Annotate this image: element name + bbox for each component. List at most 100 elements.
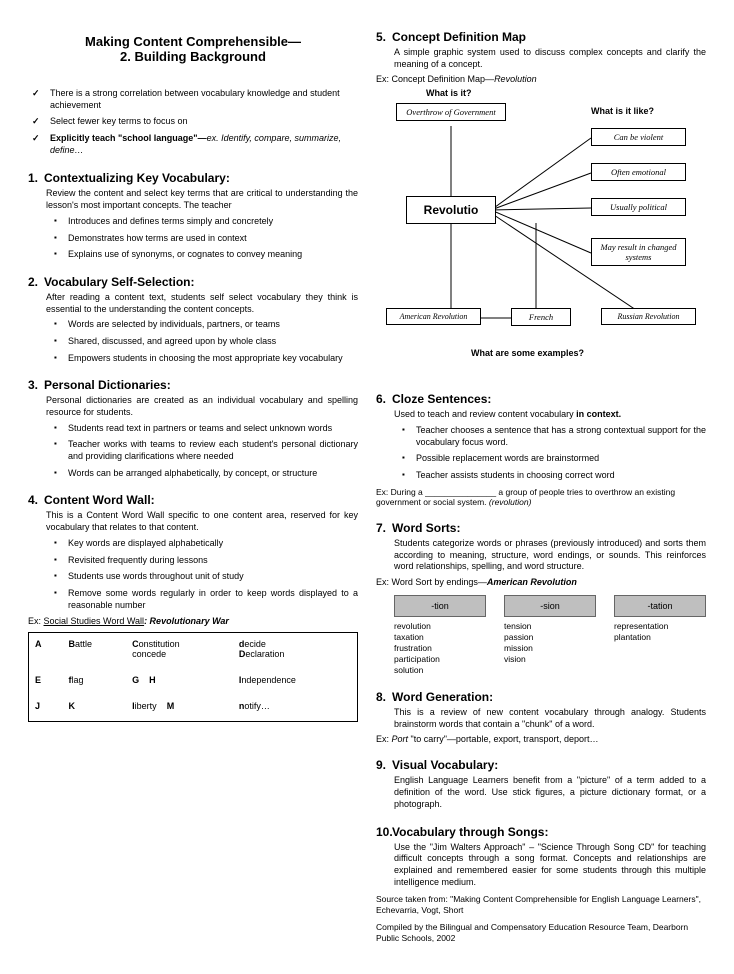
- cell: liberty M: [126, 695, 233, 722]
- sec8-ex: Ex: Port "to carry"—portable, export, tr…: [376, 734, 706, 744]
- title-line2: 2. Building Background: [28, 49, 358, 64]
- list-item: Teacher assists students in choosing cor…: [402, 470, 706, 482]
- concept-map: What is it? What is it like? Overthrow o…: [376, 88, 706, 378]
- left-col: Making Content Comprehensible— 2. Buildi…: [28, 30, 358, 944]
- list-item: Explains use of synonyms, or cognates to…: [54, 249, 358, 261]
- map-q3: What are some examples?: [471, 348, 584, 358]
- check-item: Select fewer key terms to focus on: [32, 116, 358, 128]
- sec7-body: Students categorize words or phrases (pr…: [394, 538, 706, 573]
- ws-col: revolutiontaxationfrustrationparticipati…: [394, 621, 486, 676]
- table-row: E flag G H Independence: [29, 669, 358, 695]
- sec10-body: Use the "Jim Walters Approach" – "Scienc…: [394, 842, 706, 889]
- sec9-body: English Language Learners benefit from a…: [394, 775, 706, 810]
- sec2-body: After reading a content text, students s…: [46, 292, 358, 315]
- sec4-list: Key words are displayed alphabetically R…: [54, 538, 358, 611]
- cell: J: [29, 695, 63, 722]
- list-item: Introduces and defines terms simply and …: [54, 216, 358, 228]
- sec2-title: Vocabulary Self-Selection:: [44, 275, 195, 289]
- list-item: Words are selected by individuals, partn…: [54, 319, 358, 331]
- source2: Compiled by the Bilingual and Compensato…: [376, 922, 706, 944]
- sec8-body: This is a review of new content vocabula…: [394, 707, 706, 730]
- list-item: Teacher works with teams to review each …: [54, 439, 358, 462]
- sec3-head: 3.Personal Dictionaries:: [28, 378, 358, 392]
- sec4-head: 4.Content Word Wall:: [28, 493, 358, 507]
- list-item: Demonstrates how terms are used in conte…: [54, 233, 358, 245]
- sec8-title: Word Generation:: [392, 690, 493, 704]
- sec1-title: Contextualizing Key Vocabulary:: [44, 171, 230, 185]
- ex-underline: Social Studies Word Wall: [44, 616, 145, 626]
- cell: K: [63, 695, 127, 722]
- sec7-title: Word Sorts:: [392, 521, 460, 535]
- sec2-head: 2.Vocabulary Self-Selection:: [28, 275, 358, 289]
- sec1-body: Review the content and select key terms …: [46, 188, 358, 211]
- sec6-list: Teacher chooses a sentence that has a st…: [402, 425, 706, 482]
- word-wall-table: A Battle Constitutionconcede decideDecla…: [28, 632, 358, 722]
- sec1-head: 1.Contextualizing Key Vocabulary:: [28, 171, 358, 185]
- sec5-title: Concept Definition Map: [392, 30, 526, 44]
- sec4-title: Content Word Wall:: [44, 493, 155, 507]
- sec3-list: Students read text in partners or teams …: [54, 423, 358, 480]
- sec3-body: Personal dictionaries are created as an …: [46, 395, 358, 418]
- wordsort-heads: -tion -sion -tation: [394, 595, 706, 617]
- map-b1: American Revolution: [386, 308, 481, 325]
- sec2-list: Words are selected by individuals, partn…: [54, 319, 358, 364]
- map-top: Overthrow of Government: [396, 103, 506, 121]
- table-row: J K liberty M notify…: [29, 695, 358, 722]
- sec4-body: This is a Content Word Wall specific to …: [46, 510, 358, 533]
- title-line1: Making Content Comprehensible—: [28, 34, 358, 49]
- list-item: Students read text in partners or teams …: [54, 423, 358, 435]
- sec7-head: 7.Word Sorts:: [376, 521, 706, 535]
- wordsort-cols: revolutiontaxationfrustrationparticipati…: [394, 621, 706, 676]
- list-item: Key words are displayed alphabetically: [54, 538, 358, 550]
- list-item: Remove some words regularly in order to …: [54, 588, 358, 611]
- title-box: Making Content Comprehensible— 2. Buildi…: [28, 30, 358, 68]
- sec6-head: 6.Cloze Sentences:: [376, 392, 706, 406]
- check-item: There is a strong correlation between vo…: [32, 88, 358, 111]
- cell: G H: [126, 669, 233, 695]
- ws-head: -tation: [614, 595, 706, 617]
- sec6-body: Used to teach and review content vocabul…: [394, 409, 706, 421]
- ws-head: -tion: [394, 595, 486, 617]
- cell: A: [29, 633, 63, 670]
- map-q2: What is it like?: [591, 106, 654, 116]
- list-item: Words can be arranged alphabetically, by…: [54, 468, 358, 480]
- sec6-ex: Ex: During a _______________ a group of …: [376, 487, 706, 507]
- sec10-head: 10.Vocabulary through Songs:: [376, 825, 706, 839]
- sec9-title: Visual Vocabulary:: [392, 758, 498, 772]
- cell: Independence: [233, 669, 358, 695]
- ws-col: representationplantation: [614, 621, 706, 676]
- list-item: Revisited frequently during lessons: [54, 555, 358, 567]
- check-list: There is a strong correlation between vo…: [32, 88, 358, 156]
- map-q1: What is it?: [426, 88, 472, 98]
- check-item: Explicitly teach "school language"—ex. I…: [32, 133, 358, 156]
- list-item: Possible replacement words are brainstor…: [402, 453, 706, 465]
- map-b3: Russian Revolution: [601, 308, 696, 325]
- sec5-body: A simple graphic system used to discuss …: [394, 47, 706, 70]
- list-item: Teacher chooses a sentence that has a st…: [402, 425, 706, 448]
- cell: decideDeclaration: [233, 633, 358, 670]
- map-center: Revolutio: [406, 196, 496, 224]
- list-item: Empowers students in choosing the most a…: [54, 353, 358, 365]
- sec10-title: Vocabulary through Songs:: [392, 825, 548, 839]
- map-r1: Can be violent: [591, 128, 686, 146]
- source1: Source taken from: "Making Content Compr…: [376, 894, 706, 916]
- ex-pre: Ex:: [28, 616, 44, 626]
- sec1-list: Introduces and defines terms simply and …: [54, 216, 358, 261]
- right-col: 5.Concept Definition Map A simple graphi…: [376, 30, 706, 944]
- map-b2: French: [511, 308, 571, 326]
- map-r4: May result in changed systems: [591, 238, 686, 266]
- cell: Constitutionconcede: [126, 633, 233, 670]
- map-r2: Often emotional: [591, 163, 686, 181]
- sec9-head: 9.Visual Vocabulary:: [376, 758, 706, 772]
- cell: E: [29, 669, 63, 695]
- cell: Battle: [63, 633, 127, 670]
- table-row: A Battle Constitutionconcede decideDecla…: [29, 633, 358, 670]
- ex-post: : Revolutionary War: [144, 616, 229, 626]
- sec7-ex: Ex: Word Sort by endings—American Revolu…: [376, 577, 706, 587]
- check-bold: Explicitly teach "school language"—: [50, 133, 207, 143]
- sec8-head: 8.Word Generation:: [376, 690, 706, 704]
- sec5-ex: Ex: Concept Definition Map—Revolution: [376, 74, 706, 84]
- map-r3: Usually political: [591, 198, 686, 216]
- sec4-ex: Ex: Social Studies Word Wall: Revolution…: [28, 616, 358, 626]
- cell: flag: [63, 669, 127, 695]
